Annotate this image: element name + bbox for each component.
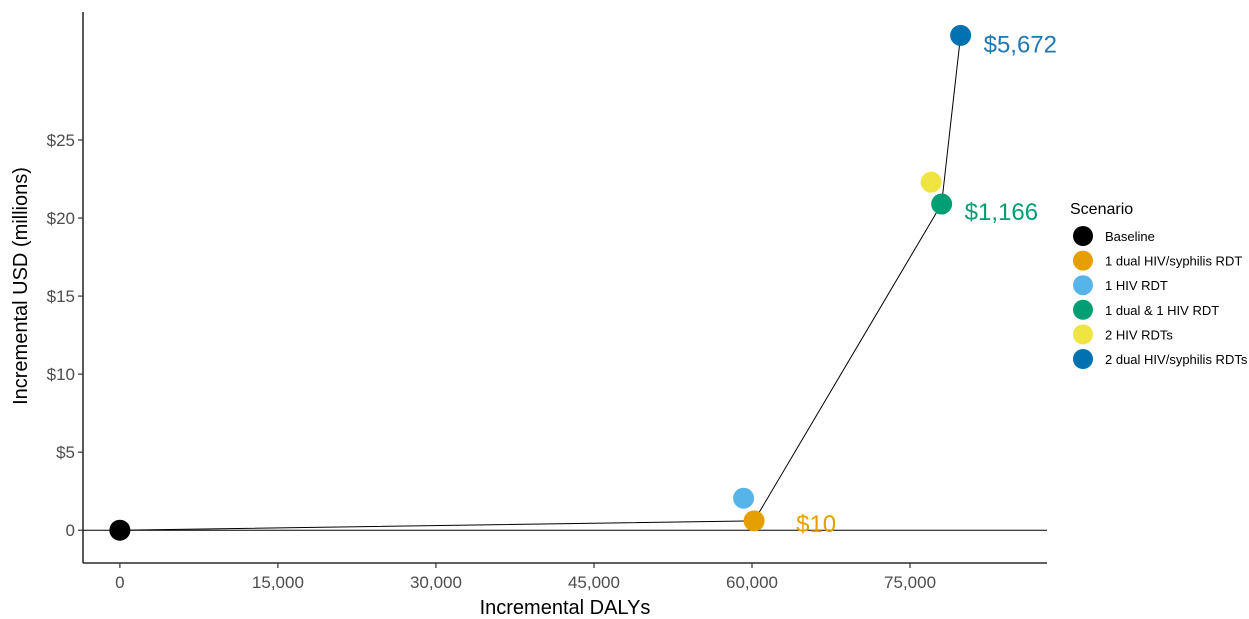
legend-label: Baseline — [1105, 229, 1155, 244]
data-point — [109, 519, 131, 541]
legend-swatch — [1073, 349, 1093, 369]
legend-label: 2 HIV RDTs — [1105, 327, 1173, 342]
legend-label: 1 dual HIV/syphilis RDT — [1105, 254, 1242, 269]
legend-title: Scenario — [1070, 201, 1133, 218]
legend-label: 1 dual & 1 HIV RDT — [1105, 303, 1219, 318]
legend: Scenario Baseline 1 dual HIV/syphilis RDT… — [1070, 201, 1248, 369]
efficiency-frontier-line — [119, 35, 962, 531]
data-point — [950, 24, 972, 46]
y-axis-title: Incremental USD (millions) — [10, 167, 32, 405]
x-axis-title: Incremental DALYs — [480, 597, 651, 619]
legend-swatch — [1073, 324, 1093, 345]
legend-label: 1 HIV RDT — [1105, 278, 1168, 293]
y-tick-label: $5 — [56, 443, 75, 462]
y-tick-label: $15 — [47, 287, 75, 306]
data-point — [920, 171, 942, 193]
y-tick-label: $20 — [47, 209, 75, 228]
data-point — [931, 193, 953, 215]
legend-swatch — [1073, 299, 1093, 320]
x-tick-label: 30,000 — [410, 573, 462, 592]
y-tick-label: $25 — [47, 131, 75, 150]
icer-label: $1,166 — [965, 199, 1038, 226]
axes: 0 $5 $10 $15 $20 $25 0 15,000 30,000 45,000 60,000… — [47, 12, 1047, 592]
legend-label: 2 dual HIV/syphilis RDTs — [1105, 352, 1248, 367]
icer-label: $10 — [796, 511, 836, 538]
data-point — [743, 510, 765, 532]
x-tick-label: 75,000 — [884, 573, 936, 592]
legend-swatch — [1073, 226, 1093, 246]
x-tick-label: 45,000 — [568, 573, 620, 592]
plot-area: $10 $1,166 $5,672 — [83, 24, 1057, 541]
x-tick-label: 60,000 — [726, 573, 778, 592]
y-tick-label: $10 — [47, 365, 75, 384]
legend-swatch — [1073, 275, 1093, 296]
x-tick-label: 15,000 — [252, 573, 304, 592]
y-tick-label: 0 — [66, 521, 75, 540]
legend-swatch — [1073, 250, 1093, 271]
x-tick-label: 0 — [115, 573, 124, 592]
icer-label: $5,672 — [984, 31, 1057, 58]
data-point — [733, 487, 755, 509]
